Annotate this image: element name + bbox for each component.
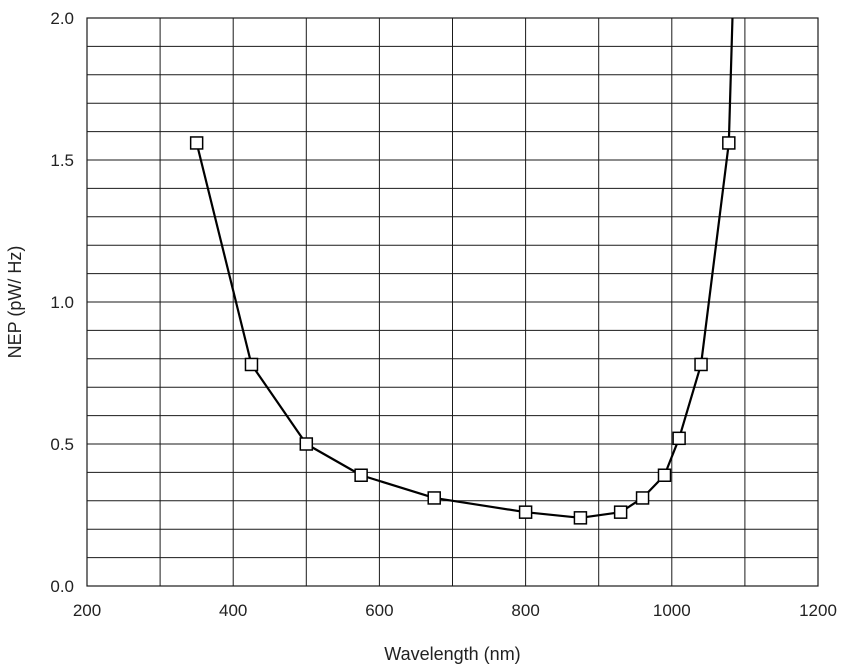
x-tick-label: 1200 <box>799 601 837 620</box>
data-point <box>354 468 368 482</box>
data-point <box>518 505 533 519</box>
data-point <box>722 136 736 150</box>
y-axis-ticks: 0.0 0.5 1.0 1.5 2.0 <box>50 9 74 596</box>
series-line <box>195 17 734 519</box>
data-point <box>672 431 686 446</box>
x-tick-label: 400 <box>219 601 247 620</box>
data-point <box>244 357 259 372</box>
y-axis-title: NEP (pW/ Hz) <box>5 246 25 359</box>
y-tick-label: 0.5 <box>50 435 74 454</box>
y-tick-label: 1.0 <box>50 293 74 312</box>
data-point <box>299 437 314 451</box>
data-point <box>657 468 672 482</box>
data-point <box>573 511 588 525</box>
x-axis-title: Wavelength (nm) <box>384 644 520 664</box>
x-tick-label: 800 <box>511 601 539 620</box>
data-point <box>427 491 441 505</box>
data-markers <box>189 136 736 525</box>
y-tick-label: 0.0 <box>50 577 74 596</box>
x-tick-label: 200 <box>73 601 101 620</box>
data-point <box>613 505 628 519</box>
x-tick-label: 600 <box>365 601 393 620</box>
y-tick-label: 2.0 <box>50 9 74 28</box>
y-tick-label: 1.5 <box>50 151 74 170</box>
x-tick-label: 1000 <box>653 601 691 620</box>
x-axis-ticks: 200 400 600 800 1000 1200 <box>73 601 837 620</box>
data-point <box>694 357 708 372</box>
plot-frame <box>86 17 819 587</box>
grid-lines <box>87 18 818 586</box>
data-point <box>635 491 650 505</box>
data-point <box>189 136 204 150</box>
